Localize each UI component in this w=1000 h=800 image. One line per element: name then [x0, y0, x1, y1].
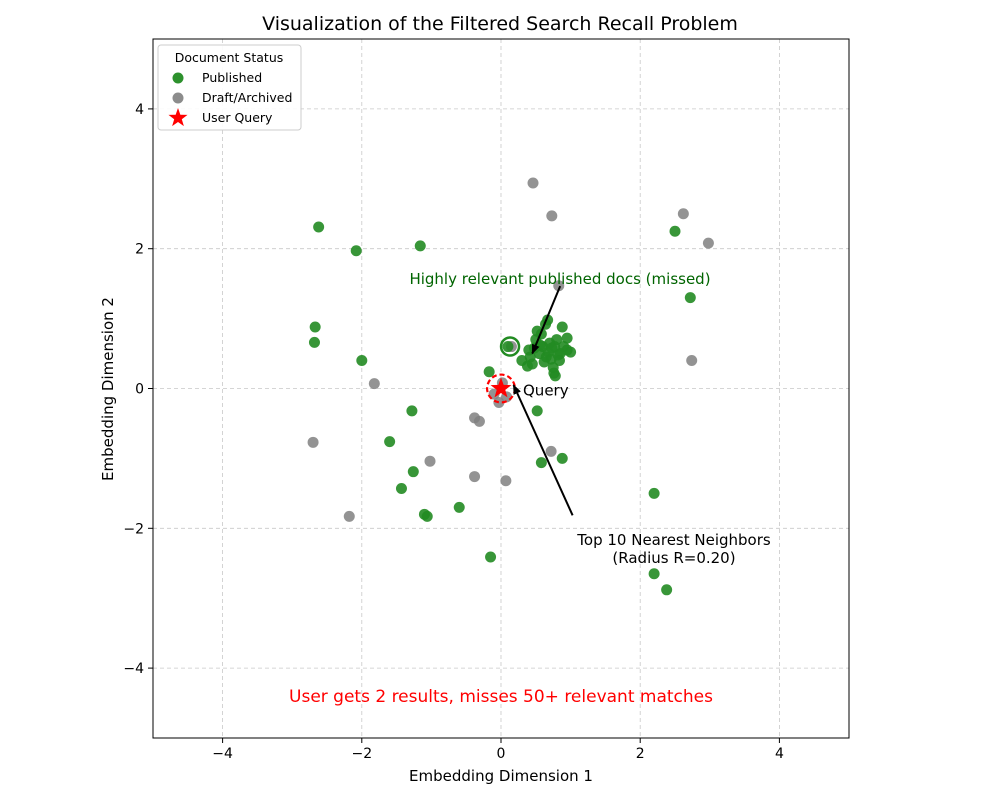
data-point-draft	[553, 280, 565, 292]
annotation-bottom-summary: User gets 2 results, misses 50+ relevant…	[289, 687, 713, 707]
y-tick-label: 0	[135, 382, 144, 398]
data-point-draft	[343, 510, 355, 522]
data-point-draft	[702, 237, 714, 249]
data-point-published	[535, 457, 547, 469]
x-tick-label: 2	[636, 746, 645, 762]
data-point-published	[414, 240, 426, 252]
data-point-draft	[545, 445, 557, 457]
data-point-published	[313, 221, 325, 233]
data-point-published	[407, 466, 419, 478]
y-tick-label: −2	[123, 521, 144, 537]
data-point-draft	[307, 436, 319, 448]
data-point-published	[546, 342, 558, 354]
data-point-published	[421, 510, 433, 522]
data-point-published	[565, 346, 577, 358]
data-point-published	[661, 584, 673, 596]
legend-marker-query-star	[168, 108, 188, 127]
data-point-published	[553, 355, 565, 367]
data-point-published	[684, 292, 696, 304]
data-point-published	[521, 360, 533, 372]
query-label: Query	[523, 382, 569, 400]
annotation-layer	[512, 285, 574, 516]
legend-marker-published	[172, 72, 184, 84]
arrow-missed-docs	[531, 285, 562, 355]
x-tick-label: −2	[351, 746, 372, 762]
x-axis-label: Embedding Dimension 1	[409, 767, 593, 785]
data-point-published	[406, 405, 418, 417]
data-point-draft	[527, 177, 539, 189]
data-point-published	[308, 336, 320, 348]
data-point-published	[395, 482, 407, 494]
annotation-neighbors-line1: Top 10 Nearest Neighbors	[576, 531, 771, 549]
y-tick-label: 4	[135, 102, 144, 118]
data-point-published	[561, 332, 573, 344]
data-point-published	[556, 321, 568, 333]
neighbor-highlight-ring	[499, 336, 521, 357]
legend-marker-draft	[172, 92, 184, 104]
legend: Document Status Published Draft/Archived…	[157, 44, 302, 131]
data-point-published	[485, 551, 497, 563]
data-point-published	[384, 436, 396, 448]
data-point-published	[502, 341, 514, 353]
x-tick-label: 0	[497, 746, 506, 762]
x-tick-label: −4	[212, 746, 233, 762]
data-point-published	[648, 568, 660, 580]
data-point-published	[309, 321, 321, 333]
query-star-marker	[490, 377, 512, 398]
data-point-published	[669, 225, 681, 237]
data-point-draft	[368, 378, 380, 390]
data-point-published	[356, 355, 368, 367]
data-point-draft	[546, 210, 558, 222]
data-point-published	[453, 501, 465, 513]
data-point-draft	[424, 455, 436, 467]
data-point-published	[548, 367, 560, 379]
legend-label-query: User Query	[202, 110, 273, 125]
y-axis-label: Embedding Dimension 2	[99, 297, 117, 481]
data-point-draft	[473, 415, 485, 427]
legend-label-published: Published	[202, 70, 262, 85]
data-point-published	[350, 245, 362, 257]
data-point-published	[531, 405, 543, 417]
legend-label-draft: Draft/Archived	[202, 90, 292, 105]
data-point-draft	[469, 471, 481, 483]
data-point-draft	[500, 475, 512, 487]
arrow-neighbors	[512, 384, 574, 516]
data-point-draft	[677, 208, 689, 220]
legend-box	[157, 44, 302, 131]
data-point-published	[648, 487, 660, 499]
annotation-missed-docs: Highly relevant published docs (missed)	[409, 270, 710, 288]
x-tick-label: 4	[775, 746, 784, 762]
chart-title: Visualization of the Filtered Search Rec…	[262, 13, 738, 35]
data-point-draft	[686, 355, 698, 367]
tick-layer: −4 −2 0 2 4 −4 −2 0 2 4	[123, 102, 784, 762]
legend-title: Document Status	[175, 50, 284, 65]
annotation-neighbors-line2: (Radius R=0.20)	[612, 549, 735, 567]
data-point-published	[556, 452, 568, 464]
y-tick-label: 2	[135, 242, 144, 258]
data-point-draft	[493, 396, 505, 408]
y-tick-label: −4	[123, 661, 144, 677]
data-point-published	[483, 366, 495, 378]
